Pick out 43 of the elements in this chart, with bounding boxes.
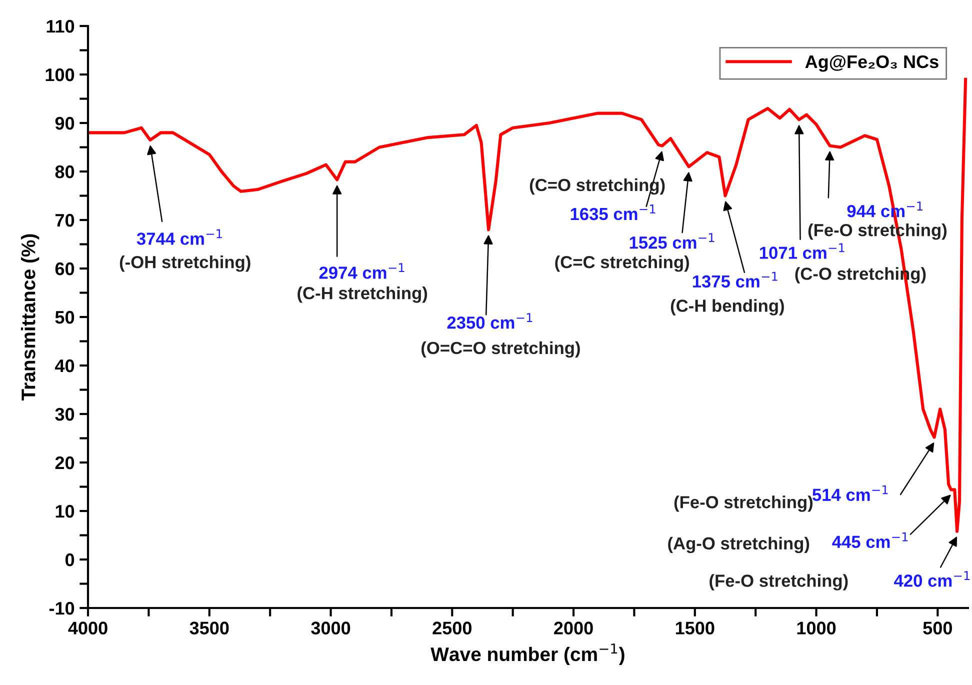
annotation: 3744 cm$^{−1}$ [136,229,222,245]
y-tick-label: 0 [65,553,74,566]
legend-label: Ag@Fe₂O₃ NCs [805,55,938,72]
annotation: (Fe-O stretching) [710,574,848,590]
x-tick-label: 2500 [432,622,472,634]
y-tick-label: 60 [55,262,74,276]
x-tick-label: 1000 [797,622,836,634]
x-tick-label: 3000 [311,622,350,634]
annotation: 445 cm$^{−1}$ [832,532,908,548]
annotation: (C-H bending) [670,299,784,316]
annotation: 514 cm$^{−1}$ [812,485,888,501]
annotation: 1525 cm$^{−1}$ [630,233,714,249]
annotation: 1635 cm$^{−1}$ [570,204,656,220]
annotation: (-OH stretching) [120,256,250,272]
annotation: (Ag-O stretching) [668,536,810,554]
annotation: (C-H stretching) [298,286,428,303]
y-tick-label: 50 [55,310,74,324]
y-tick-label: 10 [56,504,74,518]
y-tick-label: 100 [46,68,74,82]
x-tick-label: 500 [923,622,952,634]
annotation: (Fe-O stretching) [674,496,813,512]
annotation: 1071 cm$^{−1}$ [760,243,844,259]
y-tick-label: 70 [56,214,74,227]
y-tick-label: 110 [46,20,74,33]
x-tick-label: 3500 [190,622,229,634]
annotation: (C=C stretching) [555,256,689,272]
annotation: 2350 cm$^{−1}$ [447,313,532,329]
line-series [88,78,968,533]
annotation: 1375 cm$^{−1}$ [692,272,778,288]
annotation: (O=C=O stretching) [421,341,580,358]
annotation: 420 cm$^{−1}$ [894,571,970,587]
x-axis-title: Wave number (cm$^{−1}$) [430,644,624,665]
x-tick-label: 2000 [554,622,593,634]
y-axis-title: Transmittance (%) [21,234,40,401]
y-tick-label: -10 [49,602,74,615]
y-tick-label: 30 [55,408,74,421]
y-tick-label: 40 [55,359,74,372]
annotation: 2974 cm$^{−1}$ [319,263,404,279]
y-tick-label: 90 [55,116,74,130]
x-tick-label: 1500 [676,622,714,634]
y-tick-label: 20 [55,456,74,470]
y-tick-label: 80 [55,165,74,178]
x-tick-label: 4000 [68,622,108,634]
